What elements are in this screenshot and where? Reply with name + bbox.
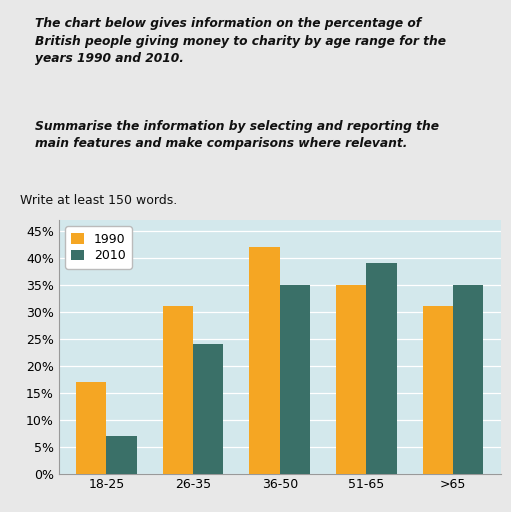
Text: The chart below gives information on the percentage of
British people giving mon: The chart below gives information on the…: [35, 17, 446, 66]
Bar: [366, 263, 397, 474]
Bar: [453, 285, 483, 474]
Bar: [280, 285, 310, 474]
Bar: [249, 247, 280, 474]
Bar: [193, 344, 223, 474]
Bar: [106, 436, 137, 474]
Bar: [336, 285, 366, 474]
Bar: [423, 307, 453, 474]
Legend: 1990, 2010: 1990, 2010: [65, 226, 132, 269]
Text: Summarise the information by selecting and reporting the
main features and make : Summarise the information by selecting a…: [35, 120, 438, 150]
Text: Write at least 150 words.: Write at least 150 words.: [20, 195, 177, 207]
Bar: [76, 382, 106, 474]
Bar: [163, 307, 193, 474]
